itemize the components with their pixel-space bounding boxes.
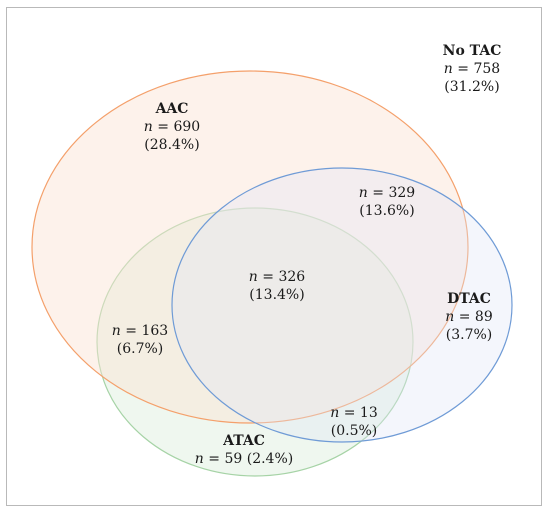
atac-percent: (2.4%) bbox=[246, 451, 294, 467]
all-three-label: n = 326 (13.4%) bbox=[248, 269, 306, 303]
dtac-atac-count: 13 bbox=[359, 405, 378, 421]
aac-name: AAC bbox=[155, 101, 189, 117]
atac-label: ATAC n = 59 (2.4%) bbox=[194, 433, 294, 467]
aac-dtac-label: n = 329 (13.6%) bbox=[358, 185, 416, 219]
aac-label: AAC n = 690 (28.4%) bbox=[143, 101, 201, 153]
aac-circle bbox=[31, 70, 469, 424]
aac-atac-label: n = 163 (6.7%) bbox=[111, 323, 169, 357]
atac-count: 59 bbox=[224, 451, 243, 467]
dtac-label: DTAC n = 89 (3.7%) bbox=[445, 291, 493, 343]
dtac-atac-percent: (0.5%) bbox=[330, 423, 378, 439]
aac-dtac-percent: (13.6%) bbox=[359, 203, 415, 219]
all-three-percent: (13.4%) bbox=[249, 287, 305, 303]
dtac-atac-label: n = 13 (0.5%) bbox=[330, 405, 378, 439]
aac-atac-percent: (6.7%) bbox=[116, 341, 164, 357]
all-three-count: 326 bbox=[278, 269, 306, 285]
dtac-count: 89 bbox=[474, 309, 493, 325]
no-tac-percent: (31.2%) bbox=[444, 79, 500, 95]
aac-atac-count: 163 bbox=[141, 323, 169, 339]
aac-count: 690 bbox=[173, 119, 201, 135]
dtac-name: DTAC bbox=[447, 291, 491, 307]
no-tac-label: No TAC n = 758 (31.2%) bbox=[442, 43, 502, 95]
no-tac-count: 758 bbox=[473, 61, 501, 77]
atac-name: ATAC bbox=[223, 433, 265, 449]
no-tac-name: No TAC bbox=[442, 43, 502, 59]
dtac-percent: (3.7%) bbox=[445, 327, 493, 343]
dtac-circle bbox=[171, 167, 513, 443]
aac-dtac-count: 329 bbox=[388, 185, 416, 201]
aac-percent: (28.4%) bbox=[144, 137, 200, 153]
